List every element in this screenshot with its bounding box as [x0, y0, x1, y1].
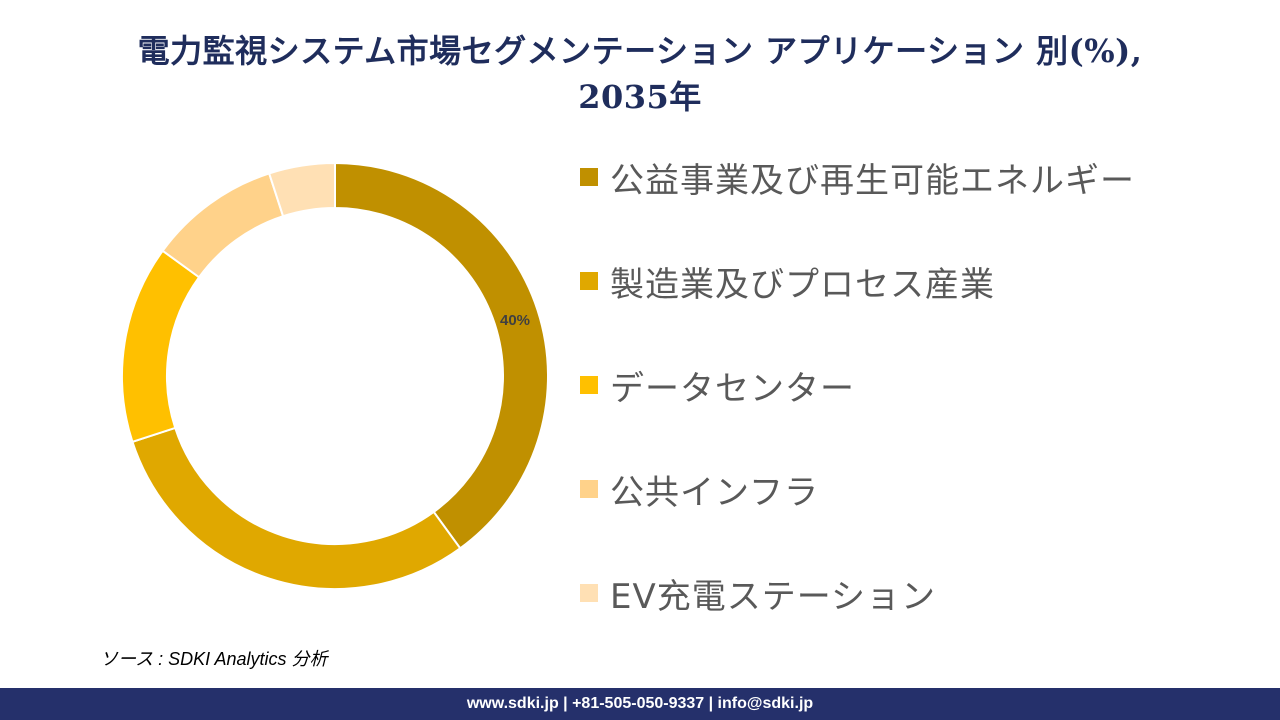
legend-label: 公益事業及び再生可能エネルギー — [610, 160, 1135, 201]
legend-swatch-icon — [580, 376, 598, 394]
legend-swatch-icon — [580, 272, 598, 290]
data-label: 40% — [500, 312, 530, 329]
donut-segment — [161, 172, 285, 279]
legend-label: 製造業及びプロセス産業 — [610, 264, 995, 305]
donut-segment — [334, 161, 549, 550]
legend-item: 公益事業及び再生可能エネルギー — [580, 152, 1135, 202]
legend-item: EV充電ステーション — [580, 568, 936, 618]
chart-title-line1: 電力監視システム市場セグメンテーション アプリケーション 別(%), — [137, 32, 1143, 70]
legend-swatch-icon — [580, 584, 598, 602]
donut-segment — [121, 249, 201, 444]
donut-chart: 40% — [121, 161, 549, 590]
legend-swatch-icon — [580, 480, 598, 498]
source-note: ソース : SDKI Analytics 分析 — [100, 649, 328, 669]
legend-label: EV充電ステーション — [610, 576, 937, 617]
legend-label: 公共インフラ — [610, 472, 819, 513]
footer-contact-bar: www.sdki.jp | +81-505-050-9337 | info@sd… — [0, 688, 1280, 720]
chart-title: 電力監視システム市場セグメンテーション アプリケーション 別(%), 2035年 — [0, 28, 1280, 120]
donut-segment — [267, 161, 336, 218]
legend-label: データセンター — [610, 368, 855, 409]
legend-item: データセンター — [580, 360, 855, 410]
legend-item: 公共インフラ — [580, 464, 819, 514]
legend-item: 製造業及びプロセス産業 — [580, 256, 995, 306]
legend-swatch-icon — [580, 168, 598, 186]
donut-segment — [131, 426, 462, 590]
chart-title-line2: 2035年 — [578, 78, 702, 116]
